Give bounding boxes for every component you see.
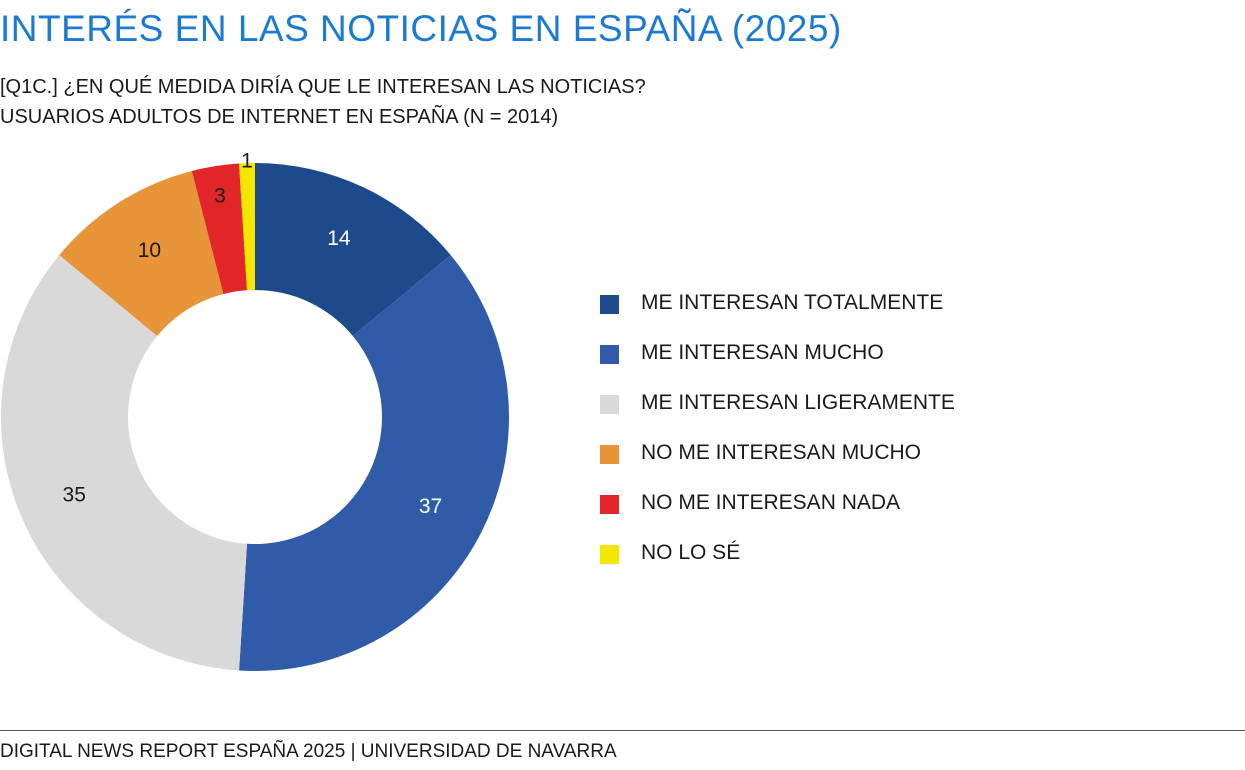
legend-label: ME INTERESAN LIGERAMENTE: [641, 391, 955, 414]
legend-label: NO ME INTERESAN NADA: [641, 491, 901, 514]
slice-value-label: 37: [419, 495, 442, 518]
donut-slice: [255, 163, 451, 337]
slice-value-label: 35: [63, 484, 86, 507]
slice-value-label: 14: [327, 227, 351, 250]
donut-slice: [1, 255, 248, 671]
legend-swatch: [600, 545, 619, 564]
legend-label: ME INTERESAN MUCHO: [641, 341, 884, 364]
legend-swatch: [600, 445, 619, 464]
chart-question: [Q1C.] ¿EN QUÉ MEDIDA DIRÍA QUE LE INTER…: [0, 76, 646, 98]
legend-swatch: [600, 495, 619, 514]
chart-sample: USUARIOS ADULTOS DE INTERNET EN ESPAÑA (…: [0, 106, 559, 128]
donut-slice: [191, 163, 248, 294]
donut-slice: [239, 255, 509, 671]
slice-value-label: 3: [214, 184, 226, 207]
donut-chart: 14 37 35 10 31: [1, 150, 509, 671]
legend-label: NO LO SÉ: [641, 541, 741, 564]
legend-label: ME INTERESAN TOTALMENTE: [641, 291, 944, 314]
donut-slice: [239, 163, 255, 291]
slice-value-label: 10: [138, 239, 161, 262]
legend-swatch: [600, 395, 619, 414]
legend-swatch: [600, 345, 619, 364]
footer-divider: [0, 730, 1245, 731]
footer-source: DIGITAL NEWS REPORT ESPAÑA 2025 | UNIVER…: [0, 741, 617, 762]
slice-value-label: 1: [241, 150, 253, 173]
legend-label: NO ME INTERESAN MUCHO: [641, 441, 922, 464]
legend-swatch: [600, 295, 619, 314]
donut-slice: [59, 170, 224, 337]
chart-title: INTERÉS EN LAS NOTICIAS EN ESPAÑA (2025): [0, 8, 842, 49]
